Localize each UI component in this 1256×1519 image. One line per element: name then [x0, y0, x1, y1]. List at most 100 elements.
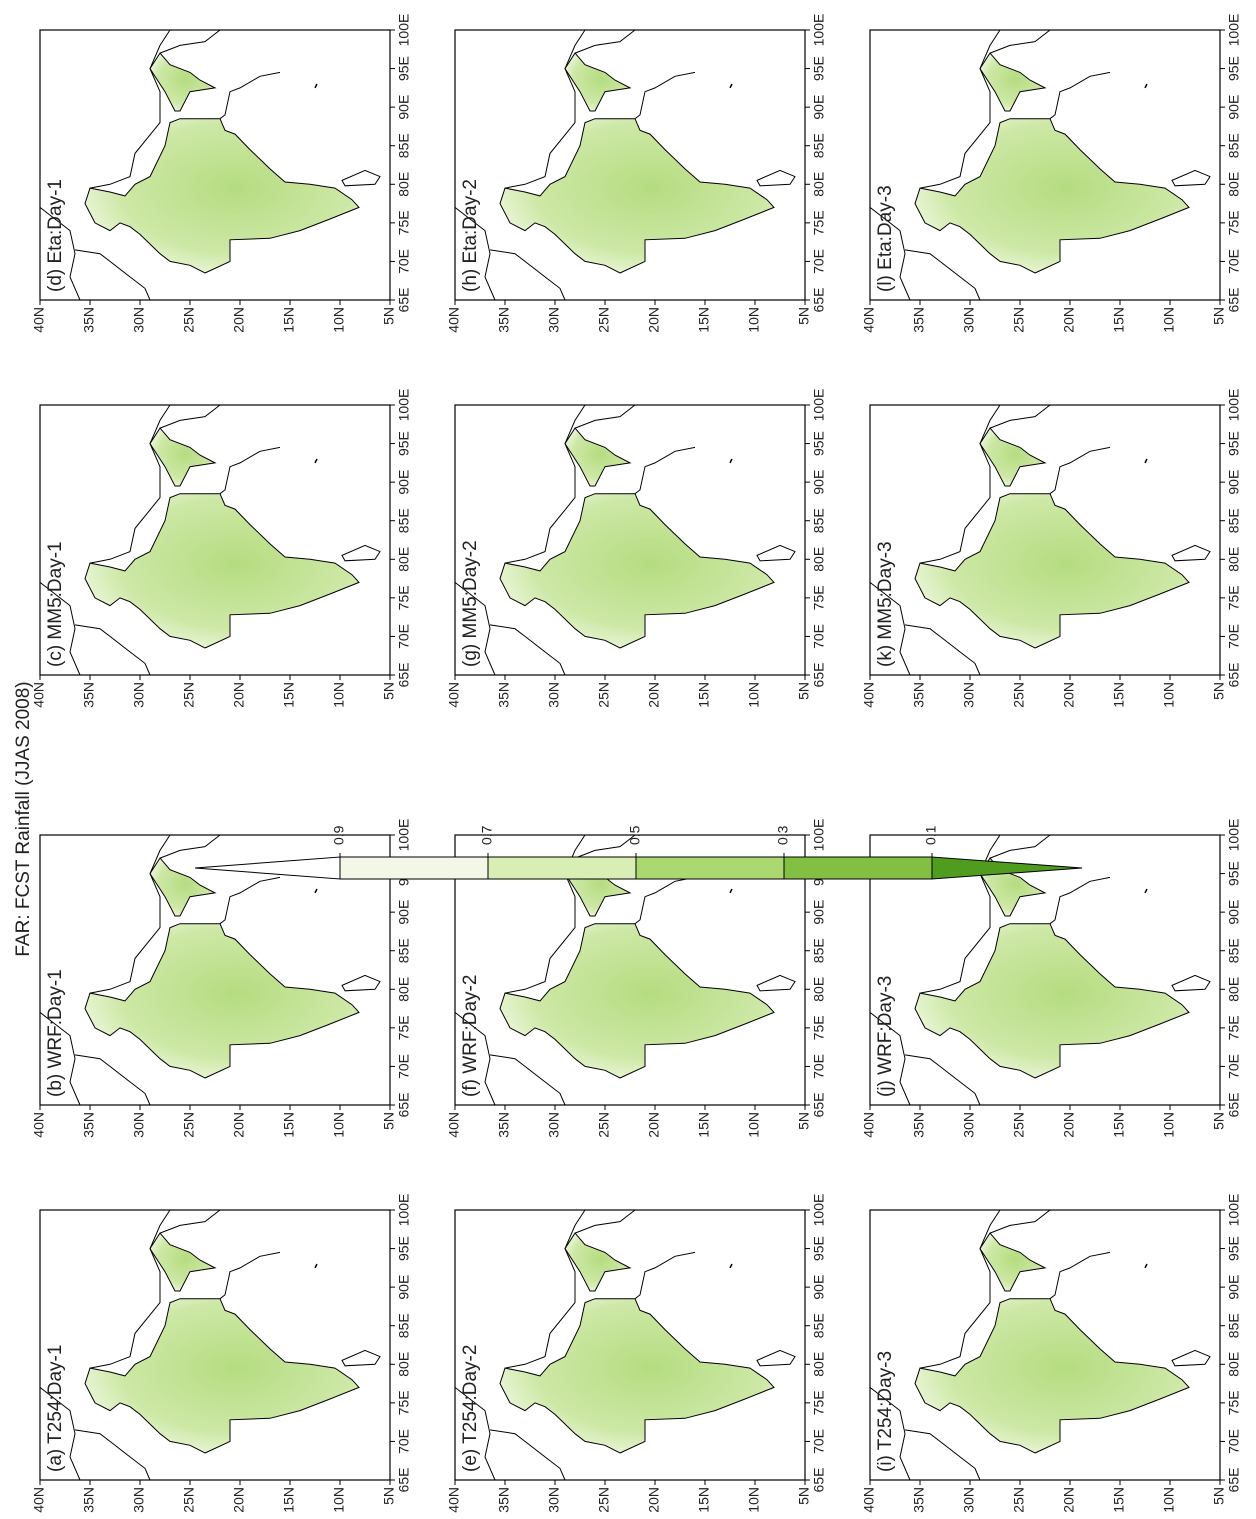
map-panel: (e) T254:Day-2 40N 35N 30N 25N 20N 15N 10N 5N65E…: [446, 1194, 827, 1513]
border-line: [504, 1209, 586, 1369]
lon-tick-label: 100E: [811, 819, 827, 852]
colorbar-swatch: [487, 856, 637, 880]
lon-tick-label: 70E: [396, 249, 412, 274]
lon-tick-label: 70E: [396, 624, 412, 649]
lon-tick-label: 65E: [811, 1093, 827, 1118]
lon-tick-label: 80E: [811, 547, 827, 572]
land-field: [499, 923, 775, 1079]
lon-tick-label: 80E: [1226, 1352, 1242, 1377]
border-line: [869, 207, 911, 301]
border-line: [39, 1387, 81, 1481]
coastline: [756, 169, 796, 187]
panel-label: (d) Eta:Day-1: [45, 179, 66, 292]
land-field: [149, 427, 217, 487]
lat-tick-label: 30N: [961, 1112, 977, 1138]
lon-tick-label: 65E: [396, 1093, 412, 1118]
lon-tick-label: 95E: [811, 56, 827, 81]
lat-tick-label: 15N: [1111, 682, 1127, 708]
map-panel: (a) T254:Day-1 40N 35N 30N 25N 20N 15N 10N 5N65E…: [31, 1194, 412, 1513]
border-line: [159, 834, 221, 859]
land-field: [979, 52, 1047, 112]
lon-tick-label: 90E: [811, 470, 827, 495]
lat-tick-label: 10N: [746, 682, 762, 708]
lon-tick-label: 90E: [1226, 900, 1242, 925]
colorbar-extend: [931, 856, 1083, 880]
lat-tick-label: 35N: [81, 1112, 97, 1138]
border-line: [869, 1387, 911, 1481]
lon-tick-label: 85E: [1226, 1313, 1242, 1338]
lat-tick-label: 10N: [331, 1487, 347, 1513]
lat-tick-label: 25N: [1011, 682, 1027, 708]
lon-tick-label: 80E: [1226, 547, 1242, 572]
border-line: [574, 29, 636, 54]
border-line: [904, 1429, 981, 1481]
lon-tick-label: 75E: [811, 585, 827, 610]
island-mark: [314, 1263, 318, 1269]
land-field: [84, 923, 360, 1079]
lon-tick-label: 80E: [1226, 977, 1242, 1002]
border-line: [159, 29, 221, 54]
lat-tick-label: 10N: [1161, 1487, 1177, 1513]
lat-tick-label: 35N: [81, 307, 97, 333]
land-field: [499, 493, 775, 649]
lon-tick-label: 65E: [1226, 663, 1242, 688]
border-line: [454, 1012, 496, 1106]
panel-label: (i) T254:Day-3: [875, 1351, 896, 1472]
coastline: [341, 169, 381, 187]
border-line: [919, 29, 1001, 189]
coastline: [1171, 974, 1211, 992]
lat-tick-label: 20N: [231, 307, 247, 333]
island-mark: [314, 83, 318, 89]
border-line: [39, 1012, 81, 1106]
lon-tick-label: 70E: [1226, 249, 1242, 274]
lon-tick-label: 100E: [1226, 1194, 1242, 1227]
lat-tick-label: 30N: [546, 682, 562, 708]
coastline: [341, 1349, 381, 1367]
land-field: [564, 427, 632, 487]
map-panel: (i) T254:Day-3 40N 35N 30N 25N 20N 15N 10N 5N65E…: [861, 1194, 1242, 1513]
lat-tick-label: 40N: [446, 1487, 462, 1513]
lat-tick-label: 5N: [381, 1112, 397, 1130]
lat-tick-label: 5N: [381, 682, 397, 700]
lat-tick-label: 30N: [961, 1487, 977, 1513]
border-line: [919, 404, 1001, 564]
colorbar-swatch: [783, 856, 933, 880]
border-line: [89, 404, 171, 564]
lon-tick-label: 100E: [1226, 819, 1242, 852]
border-line: [869, 1012, 911, 1106]
border-line: [454, 582, 496, 676]
panel-label: (h) Eta:Day-2: [460, 179, 481, 292]
lat-tick-label: 35N: [911, 307, 927, 333]
land-field: [914, 118, 1190, 274]
border-line: [919, 1209, 1001, 1369]
lat-tick-label: 10N: [746, 307, 762, 333]
lon-tick-label: 95E: [396, 431, 412, 456]
lon-tick-label: 75E: [1226, 1015, 1242, 1040]
border-line: [869, 582, 911, 676]
panel-label: (e) T254:Day-2: [460, 1345, 481, 1472]
island-mark: [729, 83, 733, 89]
border-line: [989, 834, 1051, 859]
island-mark: [729, 1263, 733, 1269]
lat-tick-label: 5N: [1211, 307, 1227, 325]
lat-tick-label: 10N: [1161, 682, 1177, 708]
coastline: [1171, 169, 1211, 187]
lat-tick-label: 10N: [331, 1112, 347, 1138]
lat-tick-label: 30N: [131, 307, 147, 333]
lon-tick-label: 75E: [1226, 210, 1242, 235]
lat-tick-label: 10N: [331, 682, 347, 708]
lon-tick-label: 95E: [396, 1236, 412, 1261]
land-field: [914, 493, 1190, 649]
lat-tick-label: 30N: [961, 307, 977, 333]
lon-tick-label: 80E: [811, 1352, 827, 1377]
land-field: [84, 1298, 360, 1454]
lon-tick-label: 100E: [1226, 14, 1242, 47]
lat-tick-label: 5N: [796, 307, 812, 325]
lon-tick-label: 100E: [1226, 389, 1242, 422]
island-mark: [729, 458, 733, 464]
lon-tick-label: 95E: [811, 431, 827, 456]
lat-tick-label: 20N: [646, 1487, 662, 1513]
lat-tick-label: 25N: [596, 682, 612, 708]
